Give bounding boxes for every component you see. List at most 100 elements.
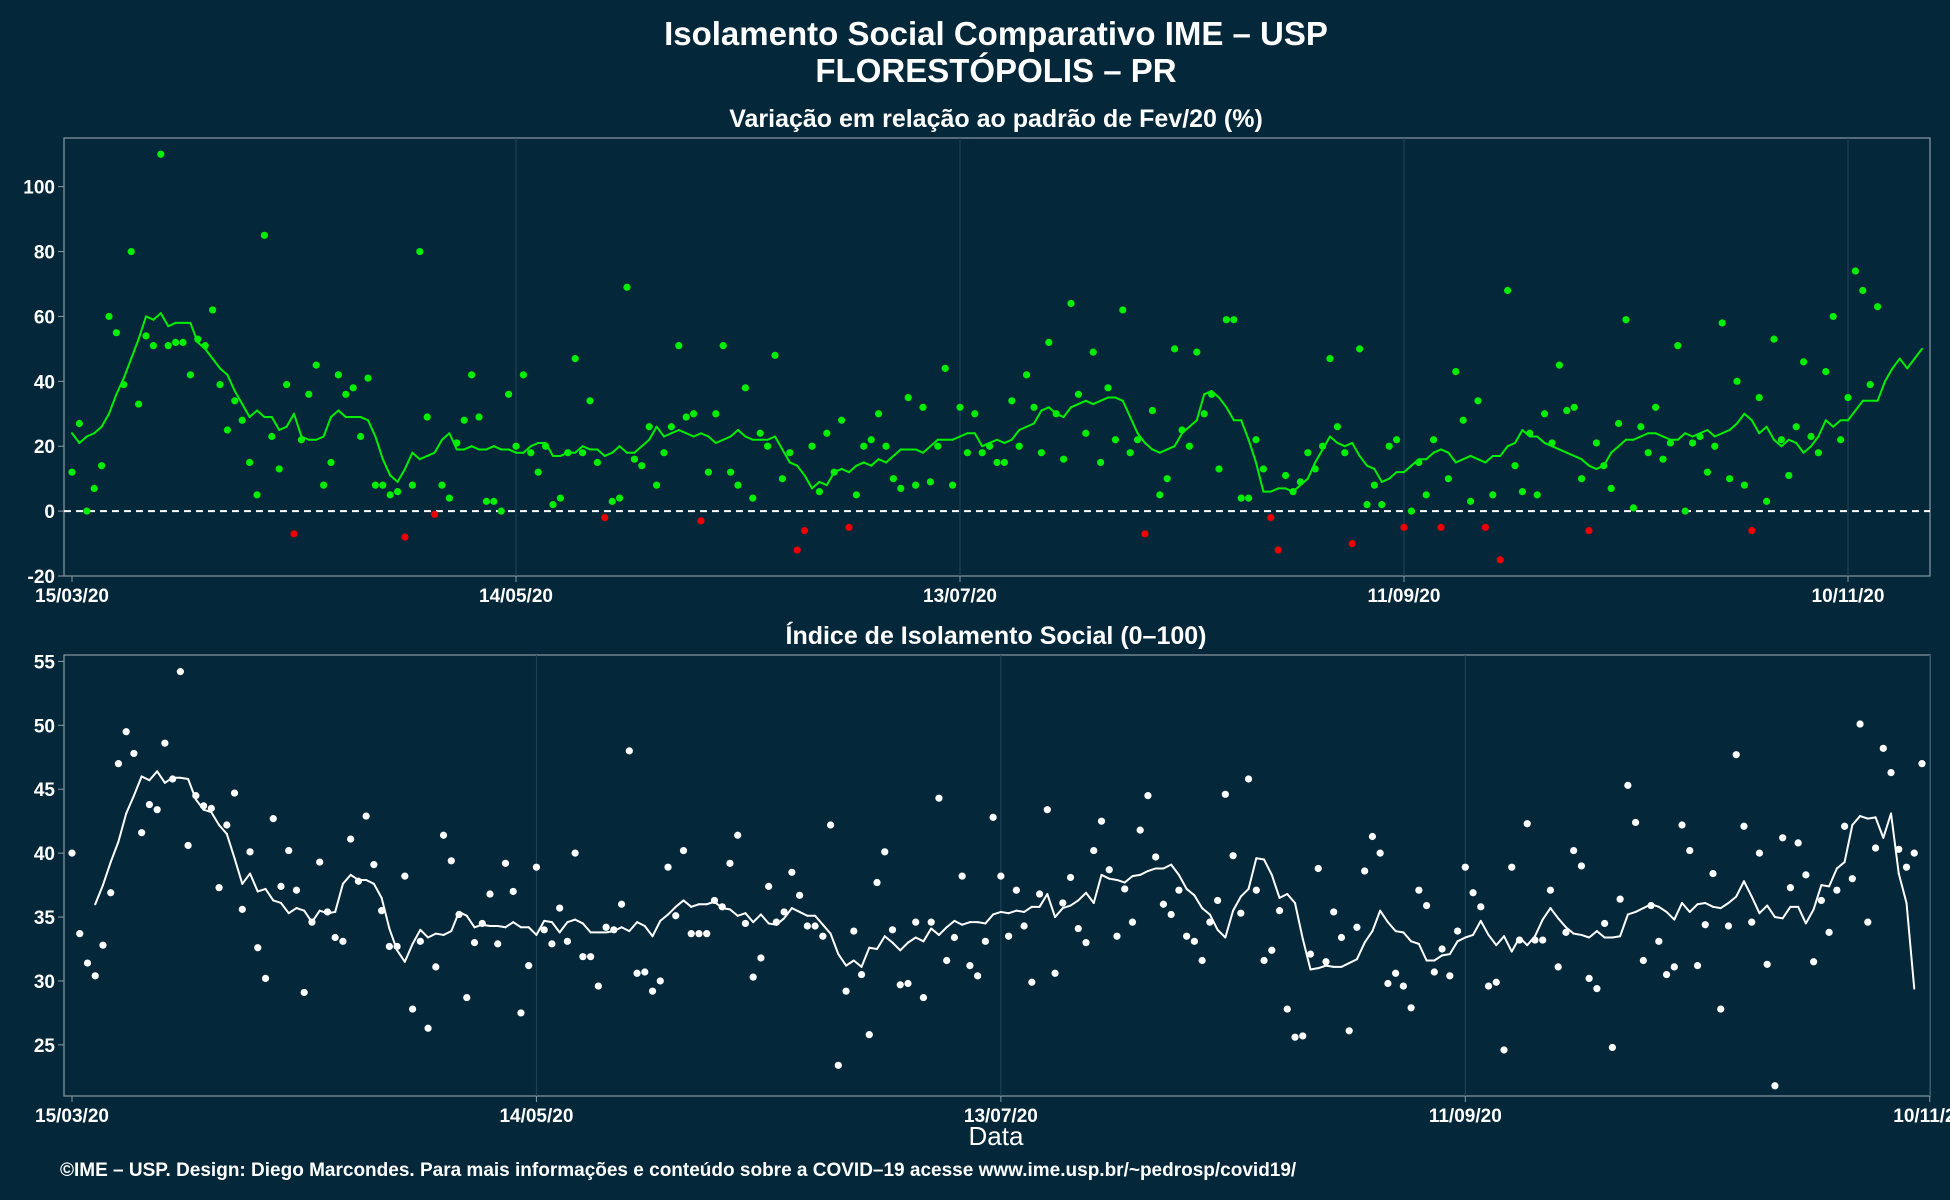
data-point bbox=[1030, 403, 1038, 411]
data-point bbox=[579, 449, 587, 457]
trend-line-segment bbox=[442, 930, 453, 936]
trend-line-segment bbox=[852, 959, 863, 968]
data-point bbox=[453, 439, 461, 447]
trend-line-segment bbox=[737, 429, 747, 438]
trend-line-segment bbox=[1201, 907, 1211, 916]
data-point bbox=[1326, 355, 1334, 363]
data-point bbox=[305, 390, 313, 398]
trend-line-segment bbox=[396, 949, 406, 963]
trend-line-segment bbox=[1810, 435, 1820, 448]
data-point bbox=[1198, 956, 1206, 965]
trend-line-segment bbox=[1713, 432, 1724, 438]
x-tick-label: 14/05/20 bbox=[479, 586, 553, 607]
trend-line-segment bbox=[870, 458, 880, 467]
data-point bbox=[1222, 316, 1230, 324]
data-point bbox=[157, 150, 165, 158]
trend-line-segment bbox=[527, 926, 538, 936]
data-point bbox=[1052, 410, 1060, 418]
data-point bbox=[431, 510, 439, 518]
trend-line-segment bbox=[1348, 958, 1358, 965]
trend-line-segment bbox=[1247, 857, 1258, 890]
data-point bbox=[803, 922, 811, 930]
data-point bbox=[1678, 821, 1686, 829]
trend-line-segment bbox=[1010, 429, 1021, 441]
data-point bbox=[1353, 923, 1361, 931]
trend-line-segment bbox=[1750, 895, 1761, 915]
data-point bbox=[416, 937, 424, 945]
data-point bbox=[1631, 818, 1640, 827]
data-point bbox=[153, 806, 161, 814]
trend-line-segment bbox=[829, 932, 840, 956]
data-point bbox=[1299, 1032, 1307, 1040]
trend-line-segment bbox=[892, 448, 902, 457]
data-point bbox=[1600, 462, 1608, 470]
data-point bbox=[1740, 822, 1748, 830]
trend-line-segment bbox=[233, 857, 244, 885]
data-point bbox=[1637, 423, 1645, 431]
trend-line-segment bbox=[1433, 954, 1444, 962]
data-point bbox=[660, 449, 668, 457]
data-point bbox=[1785, 471, 1793, 480]
trend-line-segment bbox=[248, 409, 258, 419]
data-point bbox=[904, 393, 912, 402]
data-point bbox=[1060, 455, 1068, 463]
data-point bbox=[1779, 834, 1787, 842]
trend-line-segment bbox=[293, 412, 303, 438]
trend-line-segment bbox=[659, 913, 670, 922]
trend-line-segment bbox=[211, 357, 221, 370]
data-point bbox=[192, 792, 200, 800]
data-point bbox=[1496, 556, 1504, 564]
data-point bbox=[697, 517, 705, 525]
data-point bbox=[1615, 419, 1623, 428]
trend-line-segment bbox=[1469, 454, 1479, 461]
data-point bbox=[1134, 436, 1142, 444]
data-point bbox=[1577, 862, 1586, 870]
data-point bbox=[1082, 429, 1090, 437]
data-point bbox=[1430, 436, 1438, 444]
trend-line-segment bbox=[1077, 891, 1088, 902]
x-tick-label: 13/07/20 bbox=[923, 586, 997, 607]
trend-line-segment bbox=[1388, 471, 1398, 480]
data-point bbox=[1193, 348, 1201, 356]
data-point bbox=[207, 804, 215, 812]
data-point bbox=[439, 831, 448, 839]
data-point bbox=[1268, 946, 1276, 954]
y-tick-label: 40 bbox=[34, 844, 55, 865]
data-point bbox=[1810, 958, 1818, 966]
data-point bbox=[1570, 403, 1578, 411]
data-point bbox=[1385, 442, 1393, 450]
trend-line-segment bbox=[862, 461, 873, 467]
data-point bbox=[682, 413, 690, 421]
data-point bbox=[675, 342, 683, 350]
data-point bbox=[1175, 886, 1183, 894]
data-point bbox=[312, 361, 320, 369]
x-tick-label: 13/07/20 bbox=[964, 1106, 1038, 1127]
trend-line-segment bbox=[651, 919, 662, 938]
data-point bbox=[1082, 939, 1090, 947]
x-tick-label: 14/05/20 bbox=[499, 1106, 573, 1127]
data-point bbox=[1726, 475, 1734, 483]
trend-line-segment bbox=[798, 910, 809, 917]
data-point bbox=[1696, 432, 1704, 441]
data-point bbox=[1012, 886, 1020, 894]
trend-line-segment bbox=[574, 445, 584, 454]
x-axis-label: Data bbox=[969, 1121, 1024, 1151]
data-point bbox=[1554, 963, 1562, 971]
trend-line-segment bbox=[1177, 873, 1188, 890]
trend-line-segment bbox=[1828, 867, 1838, 888]
data-point bbox=[424, 1024, 432, 1032]
trend-line-segment bbox=[1170, 863, 1180, 876]
trend-line-segment bbox=[411, 451, 421, 461]
data-point bbox=[540, 926, 548, 934]
data-point bbox=[1221, 790, 1229, 798]
data-point bbox=[201, 342, 209, 350]
data-point bbox=[432, 963, 440, 971]
panel-2-title: Índice de Isolamento Social (0–100) bbox=[786, 621, 1207, 650]
data-point bbox=[726, 859, 734, 867]
trend-line-segment bbox=[1386, 921, 1397, 933]
trend-line-segment bbox=[1432, 448, 1442, 454]
data-point bbox=[1607, 484, 1615, 492]
data-point bbox=[1283, 1005, 1291, 1013]
data-point bbox=[316, 858, 324, 866]
data-point bbox=[268, 432, 276, 441]
